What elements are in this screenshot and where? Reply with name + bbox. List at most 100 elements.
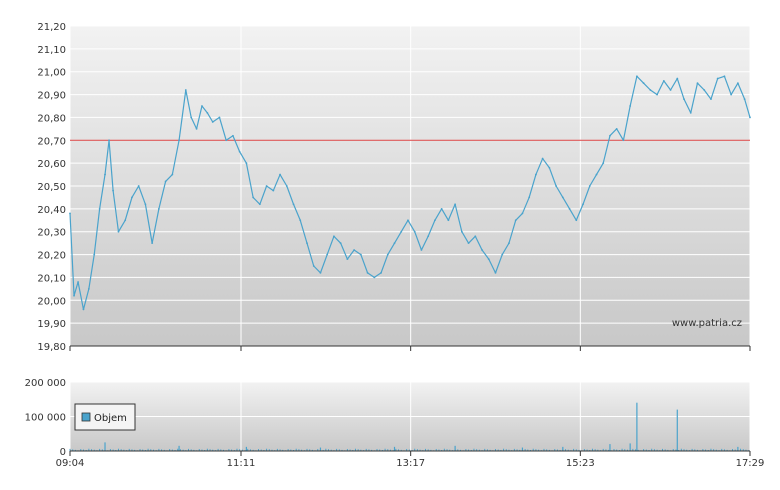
price-line-segment [266,185,274,192]
watermark: www.patria.cz [672,318,742,329]
price-line-segment [151,208,160,244]
price-line-segment [313,265,321,274]
price-line-segment [387,242,396,255]
price-line-segment [206,112,214,123]
volume-y-tick-label: 200 000 [25,378,66,389]
price-line-segment [245,163,254,198]
price-line-segment [542,158,550,169]
volume-y-tick-label: 0 [60,447,66,458]
price-line-segment [535,158,544,175]
price-line-segment [670,78,678,91]
price-line-segment [555,185,564,198]
price-line-segment [737,82,746,100]
price-line-segment [333,235,342,244]
price-line-segment [528,174,537,198]
price-line-segment [609,128,618,137]
price-y-tick-label: 20,60 [37,159,66,170]
price-line-segment [474,236,483,251]
price-line-segment [69,213,75,296]
price-line-segment [710,78,719,100]
price-line-segment [171,140,180,175]
x-tick-label: 13:17 [396,458,425,469]
price-line-segment [319,254,328,274]
price-y-tick-label: 21,20 [37,22,66,33]
price-line-segment [190,117,198,130]
volume-legend: Objem [74,403,136,431]
price-line-segment [636,75,645,84]
x-tick-label: 09:04 [56,458,85,469]
price-line-segment [420,236,429,251]
price-line-segment [306,242,315,267]
price-y-tick-label: 21,10 [37,45,66,56]
price-y-tick-label: 20,20 [37,251,66,262]
x-tick-label: 17:29 [736,458,765,469]
price-line-segment [515,213,523,221]
price-line-segment [562,197,571,210]
price-line-segment [108,140,114,191]
price-line-segment [286,185,295,205]
price-line-segment [185,89,192,118]
price-line-segment [468,235,476,244]
price-line-segment [454,204,463,232]
price-line-segment [252,197,261,205]
x-tick-label: 15:23 [566,458,595,469]
price-line-segment [178,89,187,141]
price-line-segment [299,220,308,244]
price-line-segment [117,219,126,233]
price-y-tick-label: 19,80 [37,342,66,353]
price-line-segment [548,167,557,187]
price-line-segment [360,254,369,274]
price-line-segment [212,116,220,123]
legend-label: Objem [94,413,127,424]
price-y-tick-label: 20,40 [37,205,66,216]
volume-y-tick-label: 100 000 [25,413,66,424]
price-line-segment [683,98,692,114]
price-line-segment [589,174,598,187]
price-line-segment [292,204,301,221]
price-line-segment [367,272,375,278]
price-line-segment [447,204,456,221]
price-line-segment [346,249,355,260]
price-line-segment [723,76,732,95]
price-line-segment [595,162,604,175]
price-line-segment [501,242,510,255]
price-point [749,116,751,119]
price-line-segment [326,236,335,255]
price-line-segment [730,82,739,95]
price-line-segment [575,204,584,221]
price-line-segment [77,281,85,310]
price-y-tick-label: 19,90 [37,319,66,330]
price-line-segment [144,204,153,244]
price-line-segment [201,105,208,114]
price-line-segment [494,254,503,274]
price-line-segment [232,135,241,152]
price-line-segment [569,208,577,221]
price-line-segment [340,242,348,260]
price-line-segment [481,249,490,260]
price-line-segment [676,78,685,100]
price-line-segment [218,117,227,141]
price-line-segment [441,208,449,221]
price-y-tick-label: 20,30 [37,228,66,239]
x-tick-label: 11:11 [227,458,256,469]
price-line-segment [259,185,268,205]
price-line-segment [629,76,638,107]
price-line-segment [582,185,591,205]
price-line-segment [353,249,362,256]
price-line-segment [88,254,95,289]
price-line-segment [488,258,497,274]
price-chart: 21,20 21,10 21,00 20,90 20,80 20,70 20,60 20,50… [37,22,751,353]
price-line-segment [124,197,133,221]
price-line-segment [461,231,470,244]
price-line-segment [690,83,699,113]
price-y-tick-label: 20,70 [37,136,66,147]
price-line-segment [703,89,712,100]
price-line-segment [272,174,281,191]
price-y-tick-label: 20,10 [37,273,66,284]
price-line-segment [73,281,79,296]
price-line-segment [663,80,672,91]
price-y-tick-label: 21,00 [37,68,66,79]
price-line-segment [138,185,146,205]
price-line-segment [744,98,751,118]
